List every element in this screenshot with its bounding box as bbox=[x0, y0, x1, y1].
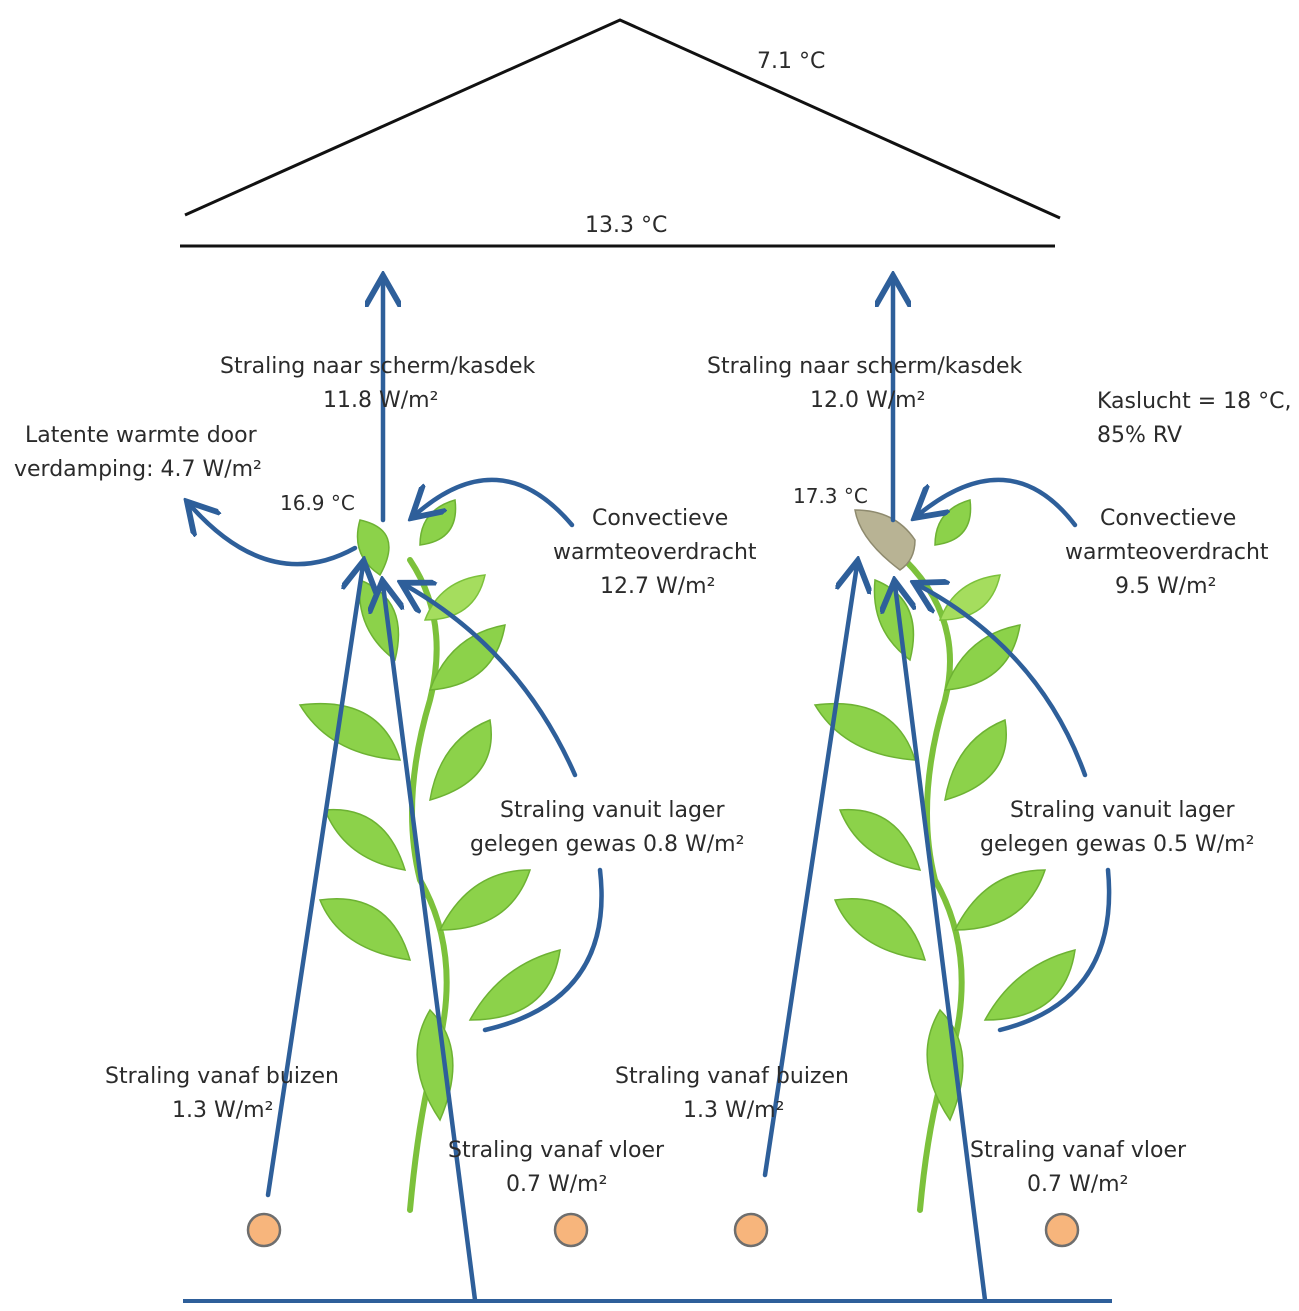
greenhouse-air-line1: Kaslucht = 18 °C, bbox=[1097, 389, 1291, 414]
right-convection-label-2: warmteoverdracht bbox=[1065, 540, 1269, 565]
left-convection-label-1: Convectieve bbox=[592, 506, 728, 531]
heating-pipe bbox=[733, 1212, 769, 1248]
left-radiation-up-label: Straling naar scherm/kasdek bbox=[220, 354, 536, 379]
left-pipes-label: Straling vanaf buizen bbox=[105, 1064, 339, 1089]
left-lower-crop-arrow-top bbox=[405, 585, 578, 778]
right-convection-arrow bbox=[918, 477, 1078, 528]
right-leaf-temp: 17.3 °C bbox=[793, 484, 868, 508]
right-lower-crop-arrow-bottom bbox=[997, 867, 1112, 1033]
right-radiation-up-label: Straling naar scherm/kasdek bbox=[707, 354, 1023, 379]
left-radiation-up-value: 11.8 W/m² bbox=[323, 388, 438, 413]
left-floor-radiation-arrow bbox=[383, 585, 478, 1303]
right-floor-label: Straling vanaf vloer bbox=[970, 1138, 1187, 1163]
right-pipes-value: 1.3 W/m² bbox=[683, 1098, 784, 1123]
right-lower-crop-label: Straling vanuit lager bbox=[1010, 798, 1235, 823]
left-convection-value: 12.7 W/m² bbox=[600, 574, 715, 599]
outside-temp: 7.1 °C bbox=[757, 49, 825, 74]
right-floor-radiation-arrow bbox=[895, 585, 988, 1303]
right-lower-crop-arrow-top bbox=[918, 585, 1088, 778]
right-lower-crop-value: gelegen gewas 0.5 W/m² bbox=[980, 832, 1254, 857]
right-floor-value: 0.7 W/m² bbox=[1027, 1172, 1128, 1197]
left-lower-crop-label: Straling vanuit lager bbox=[500, 798, 725, 823]
right-plant bbox=[813, 499, 1076, 1213]
left-floor-label: Straling vanaf vloer bbox=[448, 1138, 665, 1163]
left-latent-heat-arrow bbox=[190, 505, 358, 567]
left-pipes-value: 1.3 W/m² bbox=[172, 1098, 273, 1123]
heating-pipe bbox=[1044, 1212, 1080, 1248]
left-lower-crop-arrow-bottom bbox=[482, 867, 604, 1033]
screen-temp: 13.3 °C bbox=[585, 213, 667, 238]
heating-pipe bbox=[553, 1212, 589, 1248]
left-lower-crop-value: gelegen gewas 0.8 W/m² bbox=[470, 832, 744, 857]
left-floor-value: 0.7 W/m² bbox=[506, 1172, 607, 1197]
right-pipe-radiation-arrow bbox=[762, 565, 857, 1178]
right-radiation-up-value: 12.0 W/m² bbox=[810, 388, 925, 413]
right-warm-leaf bbox=[854, 509, 916, 571]
right-convection-value: 9.5 W/m² bbox=[1115, 574, 1216, 599]
left-convection-arrow bbox=[415, 477, 575, 528]
greenhouse-air-line2: 85% RV bbox=[1097, 423, 1182, 448]
left-convection-label-2: warmteoverdracht bbox=[553, 540, 757, 565]
left-latent-value: verdamping: 4.7 W/m² bbox=[14, 457, 262, 482]
left-pipe-radiation-arrow bbox=[265, 565, 363, 1198]
left-leaf-temp: 16.9 °C bbox=[280, 491, 355, 515]
right-convection-label-1: Convectieve bbox=[1100, 506, 1236, 531]
heating-pipe bbox=[246, 1212, 282, 1248]
greenhouse-roof bbox=[184, 18, 1061, 220]
right-pipes-label: Straling vanaf buizen bbox=[615, 1064, 849, 1089]
left-latent-label: Latente warmte door bbox=[25, 423, 258, 448]
